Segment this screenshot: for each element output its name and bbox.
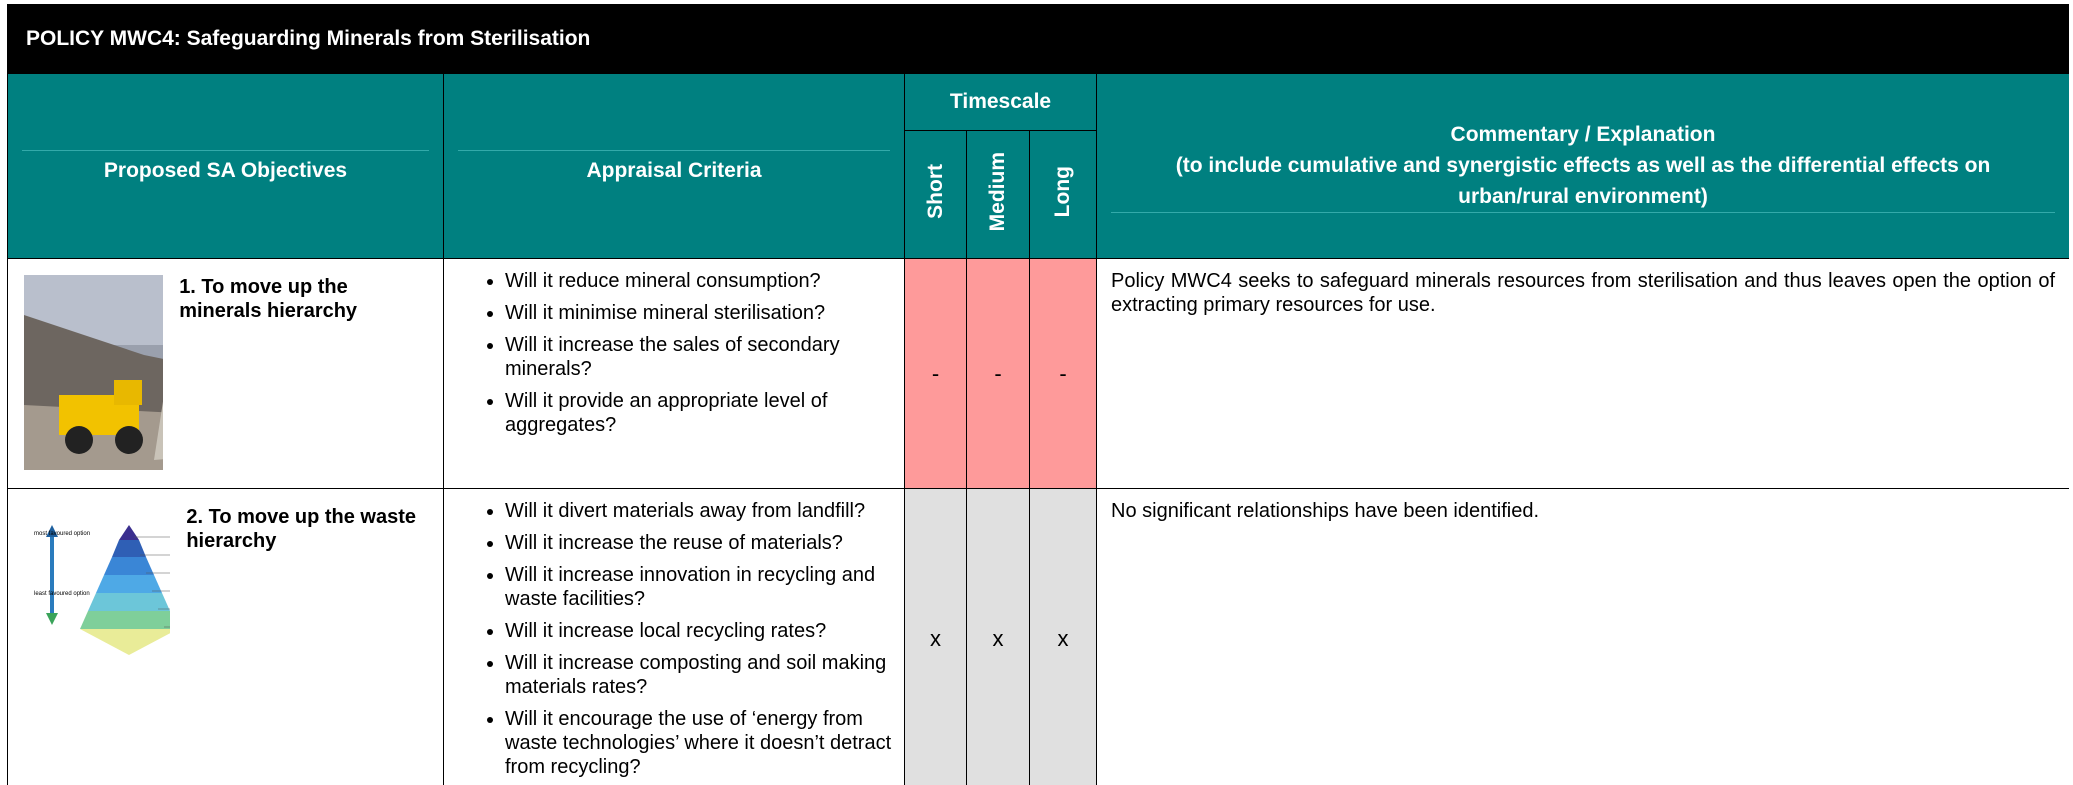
header-note: (to include cumulative and synergistic e… xyxy=(1175,154,1991,208)
objective-text: 1. To move up the minerals hierarchy xyxy=(179,276,358,322)
objective-cell: most favoured option least favoured opti… xyxy=(7,488,444,785)
criterion: Will it divert materials away from landf… xyxy=(505,499,894,523)
criterion: Will it reduce mineral consumption? xyxy=(505,269,894,293)
short-rating: - xyxy=(904,258,967,489)
short-header: Short xyxy=(904,130,967,259)
criterion: Will it increase local recycling rates? xyxy=(505,619,894,643)
objective-text: 2. To move up the waste hierarchy xyxy=(186,506,417,552)
header-text: Commentary / Explanation xyxy=(1450,123,1716,146)
header-text: Medium xyxy=(986,151,1009,232)
header-row: Short Medium Long xyxy=(8,130,2070,259)
commentary-header: Commentary / Explanation (to include cum… xyxy=(1096,73,2069,259)
quarry-photo xyxy=(24,275,164,470)
criterion: Will it provide an appropriate level of … xyxy=(505,389,894,437)
policy-title: POLICY MWC4: Safeguarding Minerals from … xyxy=(7,4,2069,73)
table-row: 1. To move up the minerals hierarchy Wil… xyxy=(7,258,2069,489)
objectives-header: Proposed SA Objectives xyxy=(7,73,444,259)
long-header: Long xyxy=(1029,130,1097,259)
criterion: Will it increase innovation in recycling… xyxy=(505,563,894,611)
medium-header: Medium xyxy=(966,130,1030,259)
short-rating: x xyxy=(904,488,967,785)
header-text: Proposed SA Objectives xyxy=(103,158,348,182)
objective-cell: 1. To move up the minerals hierarchy xyxy=(7,258,444,489)
document: POLICY MWC4: Safeguarding Minerals from … xyxy=(7,4,2069,785)
criterion: Will it increase the sales of secondary … xyxy=(505,333,894,381)
criterion: Will it minimise mineral sterilisation? xyxy=(505,301,894,325)
pyramid-label: least favoured option xyxy=(34,591,90,597)
long-rating: - xyxy=(1029,258,1097,489)
pyramid-label: most favoured option xyxy=(34,531,90,537)
criterion: Will it increase composting and soil mak… xyxy=(505,651,894,699)
criteria-header: Appraisal Criteria xyxy=(443,73,905,259)
header-text: Short xyxy=(923,164,947,219)
header-text: Long xyxy=(1051,165,1074,218)
criterion: Will it encourage the use of ‘energy fro… xyxy=(505,707,894,779)
criteria-cell: Will it reduce mineral consumption? Will … xyxy=(443,258,905,489)
appraisal-table: Proposed SA Objectives Appraisal Criteri… xyxy=(7,73,2069,785)
waste-pyramid: most favoured option least favoured opti… xyxy=(24,505,171,685)
criteria-list: Will it divert materials away from landf… xyxy=(444,499,894,779)
timescale-header: Timescale xyxy=(904,73,1097,131)
commentary-cell: No significant relationships have been i… xyxy=(1096,488,2069,785)
criteria-list: Will it reduce mineral consumption? Will … xyxy=(444,269,894,437)
criteria-cell: Will it divert materials away from landf… xyxy=(443,488,905,785)
commentary-cell: Policy MWC4 seeks to safeguard minerals … xyxy=(1096,258,2069,489)
criterion: Will it increase the reuse of materials? xyxy=(505,531,894,555)
medium-rating: - xyxy=(966,258,1030,489)
medium-rating: x xyxy=(966,488,1030,785)
table-row: most favoured option least favoured opti… xyxy=(7,488,2069,785)
header-row: Proposed SA Objectives Appraisal Criteri… xyxy=(7,73,2069,259)
header-text: Appraisal Criteria xyxy=(586,158,762,182)
long-rating: x xyxy=(1029,488,1097,785)
